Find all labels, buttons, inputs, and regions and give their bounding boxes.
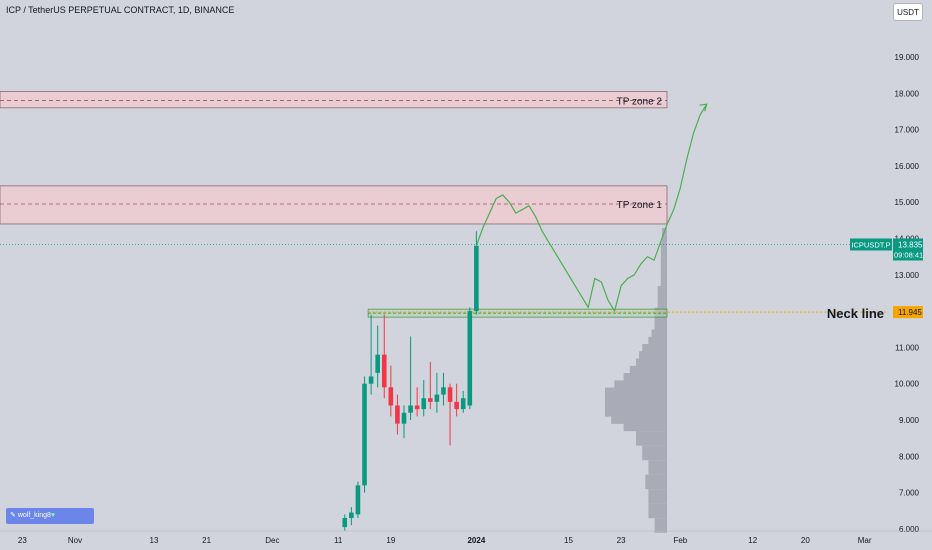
time-tick-label: Dec [265,536,279,545]
volume-profile-bar [648,489,667,504]
price-tick-label: 8.000 [899,452,920,461]
volume-profile [605,227,667,533]
candle-body [454,401,459,410]
price-tick-label: 17.000 [895,126,920,135]
time-tick-label: 23 [617,536,626,545]
profile-badge-icon: ✎ [10,512,18,519]
chart-title: ICP / TetherUS PERPETUAL CONTRACT, 1D, B… [6,5,235,15]
price-axis[interactable]: 19.00018.00017.00016.00015.00014.00013.0… [895,53,920,534]
candle-body [375,354,380,373]
candle-body [355,485,361,515]
tp-zone-1-box [0,91,668,109]
neck-line-zone [367,308,668,318]
candle-body [349,512,354,519]
candle-body [460,398,466,410]
price-tick-label: 18.000 [895,89,920,98]
heart-icon: ♥ [50,512,56,519]
price-tick-label: 13.000 [895,271,920,280]
author-watermark: ✎ wolf_king8♥ [6,508,94,524]
price-tick-label: 11.000 [895,343,919,352]
projection-path [475,103,708,312]
volume-profile-bar [660,242,667,257]
price-tick-label: 19.000 [895,53,920,62]
candle-body [368,376,374,384]
neck-price-label: 11.945 [898,308,922,317]
price-lines: Neck line [0,244,888,321]
current-price-tag-bg [893,238,923,261]
projection-arrowhead [699,103,708,112]
price-tick-label: 6.000 [899,525,920,534]
time-tick-label: Nov [68,536,82,545]
tp-zone-1-label: TP zone 2 [617,97,663,108]
candle-body [421,398,427,410]
candle-body [401,412,407,424]
volume-profile-bar [636,431,667,446]
candle-body [441,387,446,395]
volume-profile-bar [657,300,667,315]
countdown-label: 09:08:41 [894,250,923,259]
price-tick-label: 16.000 [895,162,920,171]
time-axis[interactable]: 23 Nov 13 21 Dec 11 19 2024 15 23 Feb 12 20 Mar [0,530,932,545]
candle-body [428,398,433,402]
projection-line [475,103,708,312]
time-tick-label: 19 [386,536,395,545]
candle-body [467,311,473,406]
time-tick-label: Feb [673,536,687,545]
currency-button[interactable]: USDT [893,3,923,21]
tp-zones[interactable]: TP zone 2 TP zone 1 [0,91,668,225]
volume-profile-bar [645,474,667,490]
volume-profile-bar [657,285,667,301]
tp-zone-2-label: TP zone 1 [617,200,663,211]
time-tick-label: 15 [564,536,573,545]
time-tick-label: 2024 [467,536,485,545]
candle-body [414,405,420,410]
symbol-tag-bg [850,238,892,251]
price-tick-label: 9.000 [899,416,920,425]
candle-body [388,387,394,406]
author-name: wolf_king8 [17,512,51,519]
time-tick-label: 23 [18,536,27,545]
symbol-tag: ICPUSDT.P [851,240,890,249]
volume-profile-bar [654,518,667,533]
price-tick-label: 10.000 [895,380,920,389]
candle-body [342,518,348,528]
volume-profile-bar [642,445,667,461]
volume-profile-bar [662,227,667,243]
volume-profile-bar [648,460,667,475]
candle-body [434,394,440,402]
candles [342,231,479,531]
price-tick-label: 15.000 [895,198,920,207]
candle-body [381,354,387,388]
neck-price-tag-bg [893,306,923,319]
time-tick-label: Mar [858,536,872,545]
neck-line-label: Neck line [827,306,884,321]
volume-profile-bar [648,503,667,519]
volume-profile-bar [660,271,667,286]
time-tick-label: 12 [748,536,757,545]
candle-body [474,245,479,312]
candle-body [395,405,400,424]
tp-zone-2-box [0,185,668,225]
candle-body [447,387,453,402]
time-tick-label: 21 [202,536,211,545]
time-tick-label: 20 [801,536,810,545]
volume-profile-bar [660,256,667,272]
candle-body [408,405,413,413]
time-tick-label: 11 [334,536,343,545]
price-tick-label: 7.000 [899,489,920,498]
current-price-label: 13.835 [898,240,923,249]
time-tick-label: 13 [150,536,159,545]
candle-body [362,383,367,486]
